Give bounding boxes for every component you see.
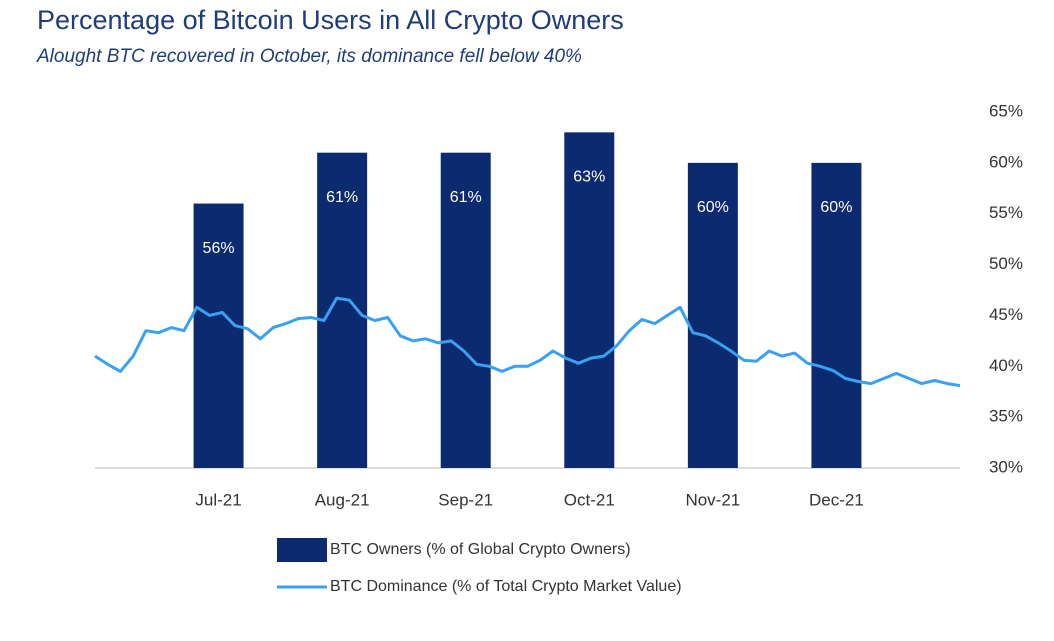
x-tick-label: Jul-21 [195, 490, 241, 509]
bar-label: 60% [697, 199, 729, 216]
bar [687, 162, 738, 468]
bar [440, 152, 491, 468]
line [94, 296, 961, 388]
y-tick-label: 65% [989, 101, 1023, 120]
chart-title: Percentage of Bitcoin Users in All Crypt… [37, 5, 624, 35]
x-tick-label: Nov-21 [685, 490, 740, 509]
bar [811, 162, 862, 468]
legend-swatch [277, 538, 327, 562]
legend-label: BTC Owners (% of Global Crypto Owners) [330, 541, 631, 558]
y-tick-label: 55% [989, 203, 1023, 222]
x-tick-label: Dec-21 [809, 490, 864, 509]
bar-label: 60% [820, 199, 852, 216]
bar [564, 132, 615, 469]
y-tick-label: 45% [989, 305, 1023, 324]
bar-label: 63% [573, 169, 605, 186]
x-tick-label: Sep-21 [438, 490, 493, 509]
y-tick-label: 30% [989, 457, 1023, 476]
x-tick-label: Aug-21 [315, 490, 370, 509]
y-tick-label: 60% [989, 152, 1023, 171]
chart-subtitle: Alought BTC recovered in October, its do… [36, 46, 582, 67]
x-tick-label: Oct-21 [564, 490, 615, 509]
y-tick-label: 35% [989, 407, 1023, 426]
y-tick-label: 50% [989, 254, 1023, 273]
bar-label: 56% [203, 240, 235, 257]
y-tick-label: 40% [989, 356, 1023, 375]
legend-label: BTC Dominance (% of Total Crypto Market … [330, 578, 682, 595]
bar [193, 203, 244, 469]
bar-label: 61% [326, 189, 358, 206]
bar-label: 61% [450, 189, 482, 206]
